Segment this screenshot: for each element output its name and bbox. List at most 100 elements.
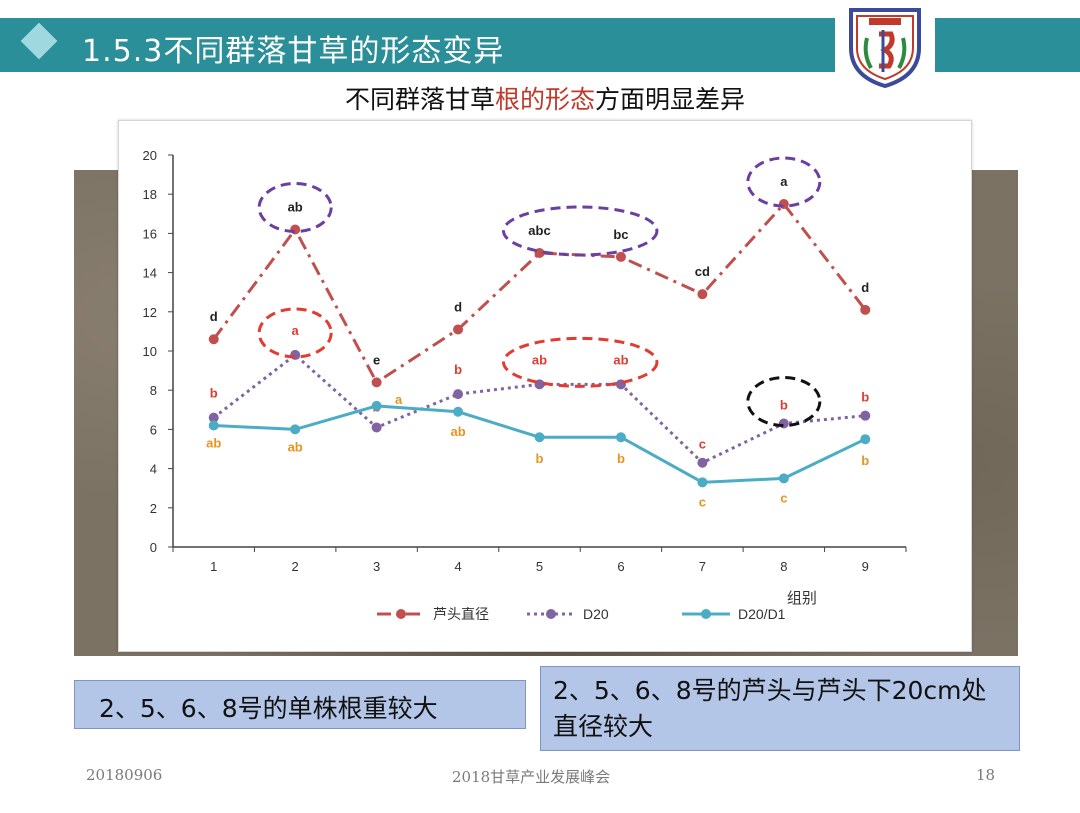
title-bar-right <box>935 18 1080 72</box>
significance-label: b <box>210 386 218 401</box>
y-tick-label: 12 <box>143 305 157 320</box>
significance-label: ab <box>206 435 221 450</box>
legend-label: 芦头直径 <box>433 606 489 622</box>
data-point <box>453 389 464 400</box>
data-point <box>208 334 219 345</box>
y-tick-label: 14 <box>143 266 157 281</box>
significance-label: c <box>780 490 787 505</box>
subtitle-text-start: 不同群落甘草 <box>345 85 496 114</box>
significance-label: c <box>699 437 706 452</box>
legend-marker <box>396 609 406 619</box>
data-point <box>534 432 545 443</box>
x-tick-label: 3 <box>373 559 380 574</box>
data-point <box>453 324 464 335</box>
significance-label: a <box>780 174 788 189</box>
data-point <box>371 377 382 388</box>
significance-label: b <box>454 362 462 377</box>
y-tick-label: 20 <box>143 148 157 163</box>
subtitle-text-end: 方面明显差异 <box>595 85 746 114</box>
x-tick-label: 5 <box>536 559 543 574</box>
chart-panel: 0 2 4 6 8 10 12 14 16 18 20 1 2 3 4 5 6 7 8 9 组别 d ab e d abc bc cd… <box>118 120 972 652</box>
series-line <box>212 352 866 465</box>
data-point <box>778 199 789 209</box>
footer-date: 20180906 <box>86 766 163 784</box>
significance-label: ab <box>288 439 303 454</box>
subtitle-highlight: 根的形态 <box>495 85 596 114</box>
y-tick-label: 18 <box>143 187 157 202</box>
x-tick-label: 2 <box>292 559 299 574</box>
y-tick-label: 10 <box>143 344 157 359</box>
significance-label: ab <box>532 352 547 367</box>
x-tick-label: 4 <box>454 559 461 574</box>
data-point <box>697 477 708 488</box>
legend-marker <box>546 609 556 619</box>
slide-title: 1.5.3不同群落甘草的形态变异 <box>82 34 505 69</box>
significance-label: a <box>395 392 403 407</box>
significance-label: b <box>617 451 625 466</box>
highlight-ellipse <box>746 156 822 208</box>
data-point <box>208 412 219 423</box>
significance-label: b <box>861 390 869 405</box>
significance-label: ab <box>613 352 628 367</box>
x-tick-label: 7 <box>699 559 706 574</box>
significance-label: ab <box>288 199 303 214</box>
legend-label: D20 <box>583 606 609 622</box>
x-tick-label: 1 <box>210 559 217 574</box>
note-box-left: 2、5、6、8号的单株根重较大 <box>74 680 526 729</box>
data-point <box>860 410 871 421</box>
y-tick-label: 6 <box>150 422 157 437</box>
data-point <box>615 251 626 262</box>
data-point <box>697 289 708 300</box>
significance-label: e <box>373 352 380 367</box>
significance-label: ab <box>450 424 465 439</box>
y-tick-label: 4 <box>150 462 157 477</box>
significance-label: bc <box>613 227 628 242</box>
y-tick-label: 16 <box>143 226 157 241</box>
data-point <box>778 473 789 484</box>
highlight-ellipse <box>502 205 659 257</box>
legend-label: D20/D1 <box>738 606 786 622</box>
legend-marker <box>701 609 711 619</box>
series-line <box>213 404 866 484</box>
data-point <box>371 400 382 411</box>
significance-label: d <box>210 309 218 324</box>
data-point <box>453 406 464 417</box>
data-point <box>290 424 301 435</box>
data-point <box>534 379 545 390</box>
title-bar <box>0 18 835 72</box>
university-shield-logo <box>849 8 921 88</box>
x-axis-title: 组别 <box>787 590 817 607</box>
significance-label: c <box>699 494 706 509</box>
significance-label: b <box>780 398 788 413</box>
highlight-ellipse <box>502 336 659 388</box>
significance-label: b <box>536 451 544 466</box>
data-point <box>860 434 871 445</box>
note-box-right: 2、5、6、8号的芦头与芦头下20cm处直径较大 <box>540 666 1020 751</box>
note-right-text: 2、5、6、8号的芦头与芦头下20cm处直径较大 <box>553 676 987 741</box>
data-point <box>615 432 626 443</box>
data-point <box>371 422 382 433</box>
significance-label: d <box>454 299 462 314</box>
x-tick-label: 9 <box>862 559 869 574</box>
data-point <box>208 420 219 431</box>
data-point <box>290 349 301 360</box>
x-tick-label: 6 <box>617 559 624 574</box>
y-tick-label: 8 <box>150 383 157 398</box>
y-tick-label: 0 <box>150 540 157 555</box>
significance-label: b <box>861 453 869 468</box>
footer-event: 2018甘草产业发展峰会 <box>452 768 611 786</box>
significance-label: abc <box>528 223 550 238</box>
data-point <box>860 304 871 315</box>
y-tick-label: 2 <box>150 501 157 516</box>
data-point <box>697 457 708 468</box>
series-line <box>212 201 867 385</box>
data-point <box>290 224 301 235</box>
x-tick-label: 8 <box>780 559 787 574</box>
data-point <box>534 248 545 258</box>
significance-label: a <box>292 323 300 338</box>
significance-label: d <box>861 280 869 295</box>
slide-subtitle: 不同群落甘草根的形态方面明显差异 <box>345 80 745 116</box>
highlight-ellipse <box>746 376 822 428</box>
highlight-ellipse <box>257 181 333 233</box>
